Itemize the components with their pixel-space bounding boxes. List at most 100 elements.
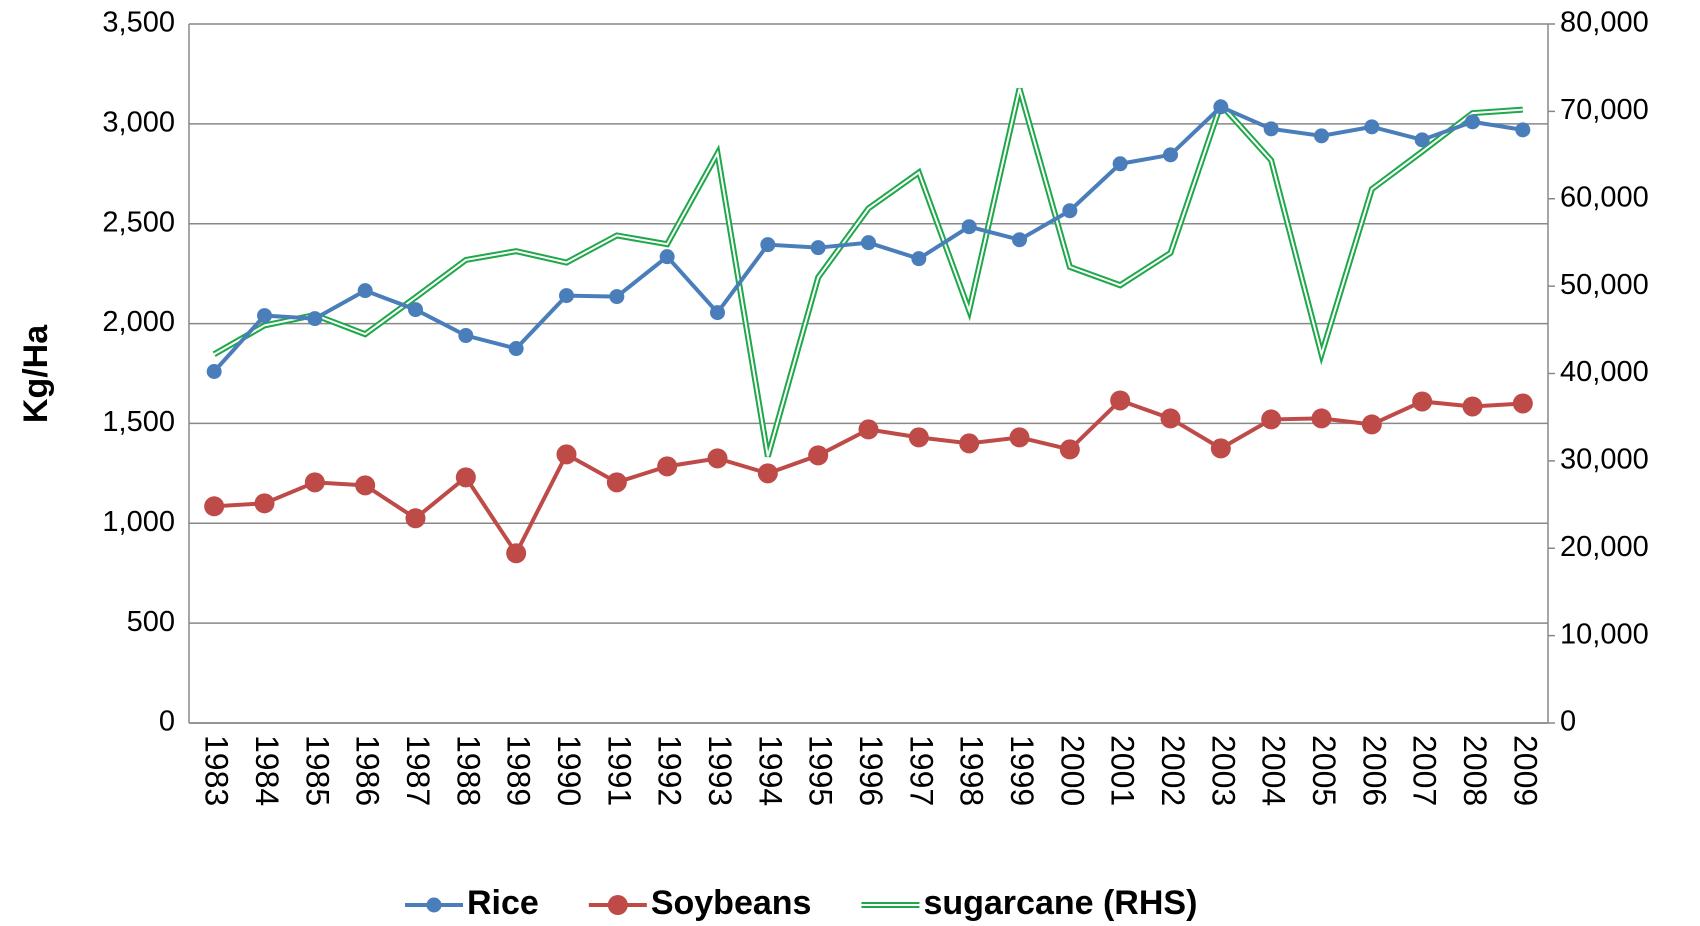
data-point — [304, 472, 325, 493]
x-tick-label: 2000 — [1054, 735, 1090, 806]
data-point — [204, 496, 225, 517]
y2-tick-label: 40,000 — [1560, 356, 1649, 388]
data-point — [707, 448, 728, 469]
data-point — [355, 475, 376, 496]
legend-marker — [426, 897, 442, 913]
y-tick-label: 1,000 — [102, 506, 175, 538]
x-tick-label: 1995 — [803, 735, 839, 806]
x-tick-label: 1983 — [199, 735, 235, 806]
data-point — [1009, 427, 1030, 448]
x-tick-label: 2001 — [1105, 735, 1141, 806]
data-point — [710, 305, 725, 321]
data-point — [556, 444, 577, 465]
data-point — [1160, 408, 1181, 429]
data-point — [757, 463, 778, 484]
data-point — [1364, 119, 1380, 135]
x-tick-label: 2009 — [1507, 735, 1543, 806]
data-point — [961, 219, 977, 235]
x-tick-label: 1996 — [853, 735, 889, 806]
y-tick-label: 2,000 — [102, 306, 175, 338]
x-tick-label: 1997 — [903, 735, 939, 806]
x-tick-label: 2005 — [1306, 735, 1342, 806]
data-point — [1311, 408, 1332, 429]
data-point — [458, 328, 474, 344]
y-tick-label: 1,500 — [102, 406, 175, 438]
x-tick-label: 2004 — [1256, 735, 1292, 806]
x-tick-label: 1998 — [954, 735, 990, 806]
data-point — [908, 427, 929, 448]
data-point — [1515, 122, 1531, 138]
data-point — [357, 283, 373, 299]
x-tick-label: 2007 — [1407, 735, 1443, 806]
data-point — [1314, 128, 1329, 144]
data-point — [1414, 132, 1430, 148]
series-line — [212, 87, 1524, 458]
x-tick-label: 1993 — [702, 735, 738, 806]
x-tick-label: 1999 — [1004, 735, 1040, 806]
x-tick-label: 2002 — [1155, 735, 1191, 806]
data-point — [1112, 156, 1128, 172]
data-point — [808, 445, 829, 466]
series-line-inner — [213, 88, 1523, 457]
y-tick-label: 500 — [127, 606, 175, 638]
data-point — [1512, 393, 1533, 414]
x-tick-label: 1986 — [350, 735, 386, 806]
legend-label: Soybeans — [651, 884, 812, 922]
x-tick-label: 2008 — [1457, 735, 1493, 806]
x-tick-label: 1990 — [551, 735, 587, 806]
data-point — [1059, 439, 1080, 460]
y2-tick-label: 10,000 — [1560, 618, 1649, 650]
data-point — [1261, 409, 1282, 430]
x-tick-label: 1989 — [501, 735, 537, 806]
data-point — [1110, 390, 1131, 411]
y-axis-label: Kg/Ha — [17, 324, 55, 423]
x-tick-label: 1985 — [299, 735, 335, 806]
data-point — [659, 249, 675, 265]
data-point — [911, 251, 927, 267]
x-tick-label: 1984 — [249, 735, 285, 806]
y-tick-label: 0 — [159, 706, 175, 738]
y2-tick-label: 20,000 — [1560, 531, 1649, 563]
data-point — [1062, 203, 1078, 219]
data-point — [760, 237, 776, 253]
data-point — [455, 467, 476, 488]
data-point — [1163, 147, 1178, 163]
y2-tick-label: 30,000 — [1560, 444, 1649, 476]
x-tick-label: 1992 — [652, 735, 688, 806]
x-tick-label: 2003 — [1205, 735, 1241, 806]
data-point — [1263, 121, 1279, 137]
data-point — [206, 364, 222, 380]
y2-tick-label: 70,000 — [1560, 94, 1649, 126]
data-point — [405, 508, 426, 529]
y2-tick-label: 60,000 — [1560, 181, 1649, 213]
legend-marker — [607, 895, 628, 915]
data-point — [254, 493, 275, 514]
data-point — [1412, 391, 1433, 412]
data-point — [1210, 438, 1231, 459]
y-tick-label: 2,500 — [102, 206, 175, 238]
data-point — [506, 543, 527, 564]
y2-tick-label: 80,000 — [1560, 7, 1649, 39]
legend-label: Rice — [467, 884, 539, 922]
y2-tick-label: 50,000 — [1560, 269, 1649, 301]
data-point — [861, 235, 876, 251]
data-point — [257, 308, 272, 324]
y2-tick-label: 0 — [1560, 706, 1576, 738]
data-point — [408, 302, 423, 318]
data-point — [810, 240, 826, 256]
data-point — [1012, 232, 1027, 248]
data-point — [559, 288, 574, 304]
y-tick-label: 3,500 — [102, 7, 175, 39]
data-point — [609, 289, 625, 305]
data-point — [858, 419, 879, 440]
data-point — [1462, 396, 1483, 417]
data-point — [657, 456, 678, 477]
x-tick-label: 2006 — [1356, 735, 1392, 806]
data-point — [508, 341, 524, 357]
x-tick-label: 1988 — [450, 735, 486, 806]
x-tick-label: 1987 — [400, 735, 436, 806]
data-point — [606, 472, 627, 493]
data-point — [959, 433, 980, 454]
data-point — [1465, 114, 1480, 130]
